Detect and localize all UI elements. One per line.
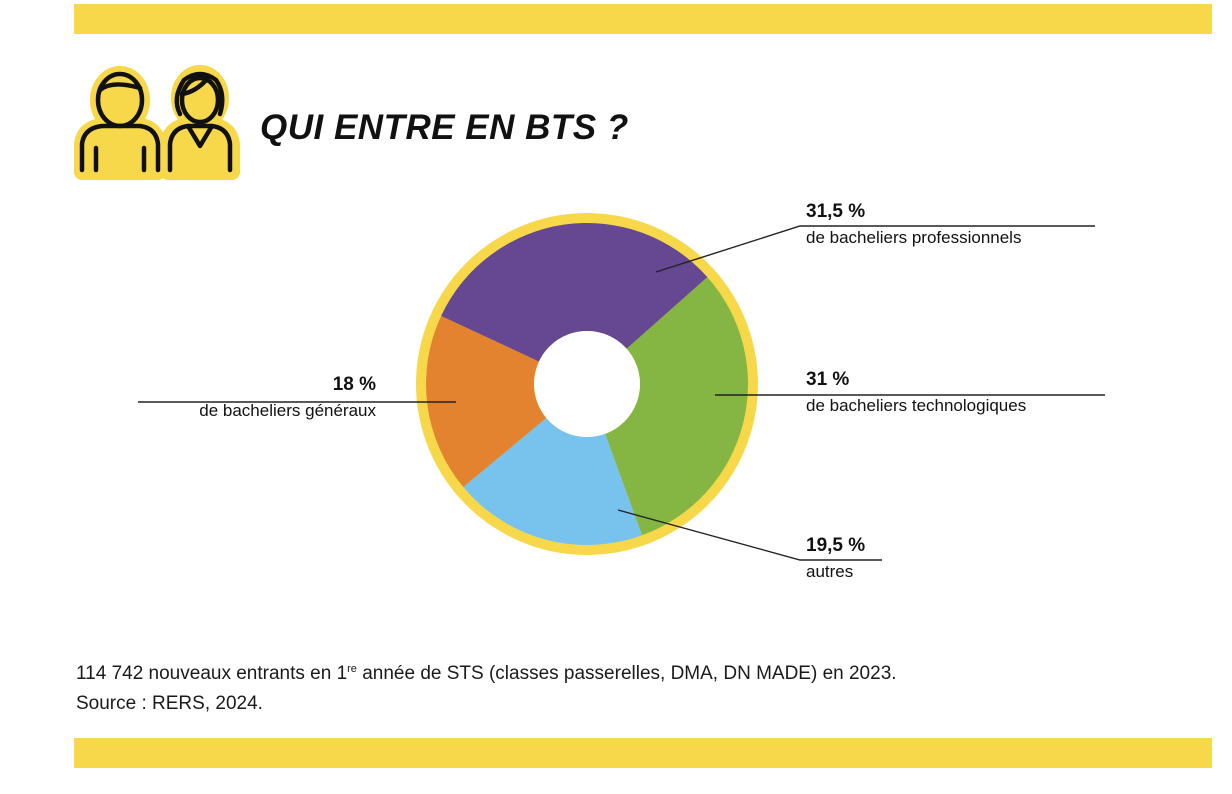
top-yellow-band [74, 4, 1212, 34]
footnote-entrants-b: année de STS (classes passerelles, DMA, … [356, 663, 897, 684]
label-generaux: 18 % de bacheliers généraux [199, 372, 376, 424]
label-technologiques-desc: de bacheliers technologiques [806, 396, 1027, 415]
bottom-yellow-band [74, 738, 1212, 768]
label-professionnels-pct: 31,5 % [806, 201, 866, 222]
leader-line-professionnels [655, 225, 1095, 273]
donut-hole [534, 331, 640, 437]
label-autres-pct: 19,5 % [806, 535, 866, 556]
label-professionnels-desc: de bacheliers professionnels [806, 228, 1022, 247]
footnote-entrants-sup: re [347, 663, 357, 675]
label-professionnels: 31,5 % de bacheliers professionnels [806, 199, 1021, 251]
footnote-source: Source : RERS, 2024. [76, 693, 263, 714]
label-technologiques: 31 % de bacheliers technologiques [806, 367, 1026, 419]
slice-professionnels [441, 222, 708, 362]
label-generaux-desc: de bacheliers généraux [199, 401, 376, 420]
footnote-entrants-a: 114 742 nouveaux entrants en 1 [76, 663, 348, 684]
two-people-icon [74, 65, 240, 180]
slice-generaux [426, 315, 547, 488]
footnote-entrants: 114 742 nouveaux entrants en 1re année d… [76, 654, 897, 689]
label-autres-desc: autres [806, 562, 854, 581]
slice-technologiques [605, 277, 749, 536]
leader-line-autres [617, 509, 882, 561]
page-title: QUI ENTRE EN BTS ? [260, 108, 629, 147]
footnote: 114 742 nouveaux entrants en 1re année d… [76, 654, 897, 719]
label-generaux-pct: 18 % [332, 374, 376, 395]
slice-autres [463, 417, 643, 545]
label-technologiques-pct: 31 % [806, 369, 850, 390]
label-autres: 19,5 % autres [806, 533, 865, 585]
